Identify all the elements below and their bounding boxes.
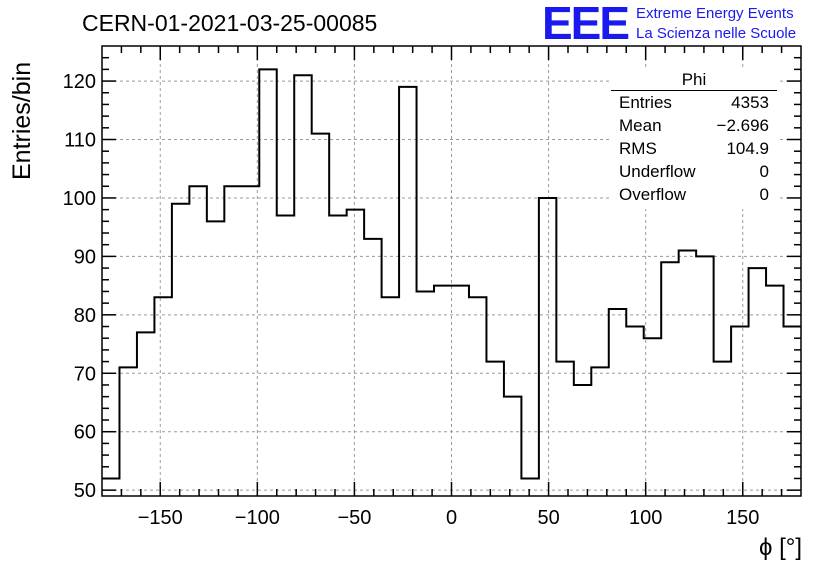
stats-row: Underflow 0	[611, 160, 777, 183]
eee-logo: EEE	[542, 0, 630, 49]
y-tick-label: 110	[64, 130, 96, 152]
x-tick-label: 100	[629, 507, 662, 529]
x-tick-label: −150	[138, 507, 183, 529]
stats-row-value: −2.696	[716, 116, 769, 135]
y-tick-label: 50	[74, 480, 96, 502]
x-tick-label: −100	[235, 507, 280, 529]
logo-line-1: Extreme Energy Events	[636, 5, 794, 22]
histogram-series	[102, 68, 801, 480]
y-tick-label: 100	[63, 188, 96, 210]
stats-row-label: RMS	[619, 139, 657, 158]
logo-text: Extreme Energy Events La Scienza nelle S…	[636, 4, 796, 44]
stats-row-value: 0	[759, 185, 769, 204]
y-axis-label: Entries/bin	[8, 61, 36, 180]
stats-row-label: Entries	[619, 93, 672, 112]
stats-box: Phi Entries 4353 Mean −2.696 RMS 104.9 Underfl…	[611, 69, 777, 209]
stats-row: RMS 104.9	[611, 137, 777, 160]
x-tick-label: 50	[537, 507, 559, 529]
histogram-line	[102, 68, 801, 480]
stats-row-label: Underflow	[619, 162, 696, 181]
stats-row: Mean −2.696	[611, 114, 777, 137]
x-tick-label: 150	[726, 507, 759, 529]
y-tick-label: 80	[74, 305, 96, 327]
y-tick-label: 120	[63, 71, 96, 93]
stats-row-value: 0	[759, 162, 769, 181]
axes	[101, 45, 802, 497]
y-tick-label: 70	[74, 363, 96, 385]
tick-labels: −150 −100 −50 0 50 100 150 50 60 70 80 90 100 110 120	[63, 71, 760, 529]
chart-title: CERN-01-2021-03-25-00085	[82, 10, 378, 36]
stats-box-name: Phi	[611, 69, 777, 91]
x-tick-label: −50	[337, 507, 371, 529]
x-axis-label: ϕ [°]	[758, 534, 802, 561]
stats-row-label: Overflow	[619, 185, 687, 204]
y-tick-label: 90	[74, 246, 96, 268]
stats-row-value: 104.9	[726, 139, 769, 158]
stats-row-label: Mean	[619, 116, 662, 135]
x-tick-label: 0	[446, 507, 457, 529]
stats-row: Overflow 0	[611, 183, 777, 206]
stats-row-value: 4353	[731, 93, 769, 112]
y-tick-label: 60	[74, 422, 96, 444]
logo-line-2: La Scienza nelle Scuole	[636, 25, 797, 42]
stats-row: Entries 4353	[611, 91, 777, 114]
